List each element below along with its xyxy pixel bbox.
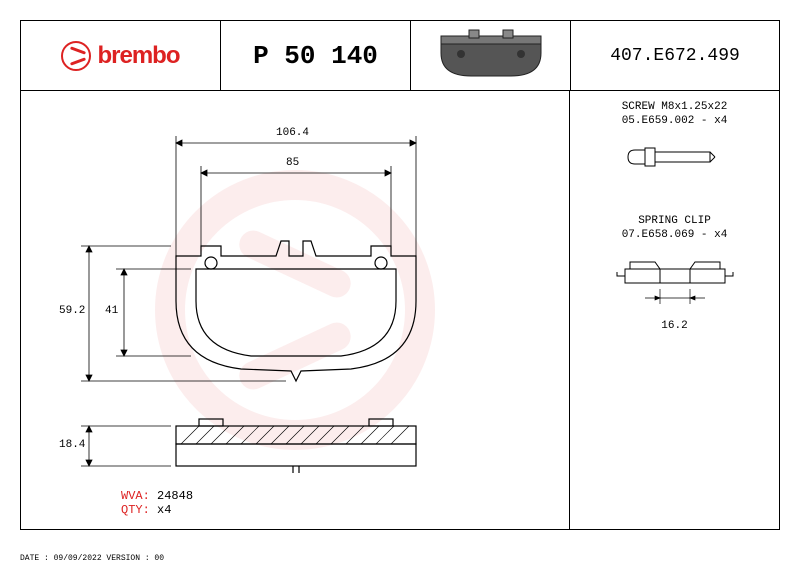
logo-text: brembo xyxy=(97,42,179,70)
reference-number: 407.E672.499 xyxy=(610,46,740,66)
spring-clip-ref: 07.E658.069 - x4 xyxy=(580,229,769,241)
part-number-cell: P 50 140 xyxy=(221,21,411,90)
product-image-cell xyxy=(411,21,571,90)
header-row: brembo P 50 140 407.E672.499 xyxy=(21,21,779,91)
wva-value: 24848 xyxy=(157,489,193,503)
spring-clip-icon xyxy=(605,254,745,324)
screw-title: SCREW M8x1.25x22 xyxy=(580,101,769,113)
qty-value: x4 xyxy=(157,503,171,517)
spring-clip-dim-label: 16.2 xyxy=(580,320,769,332)
accessories-panel: SCREW M8x1.25x22 05.E659.002 - x4 SPRING… xyxy=(569,91,779,529)
screw-block: SCREW M8x1.25x22 05.E659.002 - x4 xyxy=(580,101,769,185)
drawing-frame: brembo P 50 140 407.E672.499 xyxy=(20,20,780,530)
brembo-logo: brembo xyxy=(61,41,179,71)
dim-width-outer: 106.4 xyxy=(276,127,309,139)
wva-label: WVA: xyxy=(121,489,150,503)
logo-icon xyxy=(61,41,91,71)
spring-clip-block: SPRING CLIP 07.E658.069 - x4 xyxy=(580,215,769,332)
main-drawing-area: 106.4 85 59.2 41 18.4 WVA: 24848 QTY: x4 xyxy=(21,91,569,529)
qty-line: QTY: x4 xyxy=(121,503,193,517)
spring-clip-title: SPRING CLIP xyxy=(580,215,769,227)
dim-width-inner: 85 xyxy=(286,157,299,169)
brake-pad-thumbnail xyxy=(431,28,551,83)
body-area: 106.4 85 59.2 41 18.4 WVA: 24848 QTY: x4… xyxy=(21,91,779,529)
footer-info: WVA: 24848 QTY: x4 xyxy=(121,489,193,517)
screw-ref: 05.E659.002 - x4 xyxy=(580,115,769,127)
date-version: DATE : 09/09/2022 VERSION : 00 xyxy=(20,554,164,563)
dim-thickness: 18.4 xyxy=(59,439,85,451)
reference-cell: 407.E672.499 xyxy=(571,21,779,90)
qty-label: QTY: xyxy=(121,503,150,517)
wva-line: WVA: 24848 xyxy=(121,489,193,503)
logo-cell: brembo xyxy=(21,21,221,90)
part-number: P 50 140 xyxy=(253,41,378,71)
dim-height-inner: 41 xyxy=(105,305,118,317)
screw-icon xyxy=(620,140,730,175)
dim-height-outer: 59.2 xyxy=(59,305,85,317)
